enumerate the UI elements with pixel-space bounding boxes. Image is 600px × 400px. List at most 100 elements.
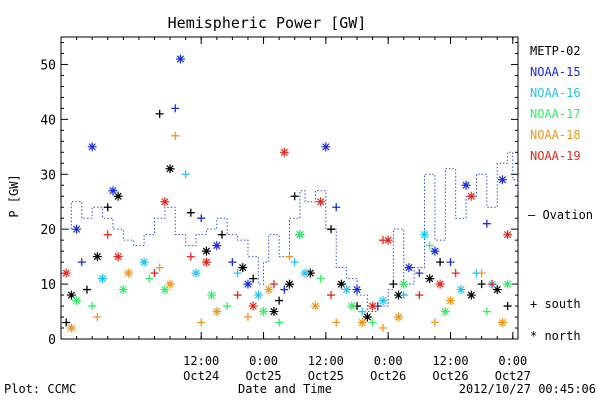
footer-timestamp: 2012/10/27 00:45:06 [459,382,596,396]
data-point-north [300,268,310,278]
data-point-north [160,197,170,207]
data-point-north [420,230,430,240]
data-point-south [82,285,91,294]
data-point-south [415,269,424,278]
data-point-south [62,318,71,327]
data-point-north [248,301,258,311]
data-point-south [150,269,159,278]
data-point-south [103,203,112,212]
data-point-north [92,252,102,262]
x-tick-date: Oct25 [245,369,281,383]
data-point-south [243,313,252,322]
data-point-north [503,230,513,240]
data-point-north [305,268,315,278]
data-point-north [492,285,502,295]
data-point-south [327,291,336,300]
data-point-north [98,274,108,284]
data-point-north [201,246,211,256]
data-points [61,54,513,333]
data-point-south [332,318,341,327]
data-point-south [316,274,325,283]
y-tick-label: 0 [48,333,56,348]
data-point-south [327,225,336,234]
data-point-south [249,274,258,283]
y-tick-label: 20 [40,223,56,238]
legend-entry: NOAA-17 [530,107,581,121]
x-tick-label: 12:00 [183,354,219,368]
data-point-north [264,285,274,295]
data-point-north [399,279,409,289]
data-point-north [72,224,82,234]
symbol-legend-entry: + south [530,297,581,311]
data-point-south [285,252,294,261]
data-point-north [394,290,404,300]
data-point-north [383,235,393,245]
data-point-north [503,279,513,289]
data-point-north [352,285,362,295]
data-point-south [217,230,226,239]
data-point-south [425,241,434,250]
data-point-north [347,301,357,311]
y-axis-label: P [GW] [7,174,21,217]
data-point-south [477,269,486,278]
data-point-north [445,296,455,306]
data-point-north [61,268,71,278]
plot-area [60,36,519,340]
data-point-south [430,318,439,327]
x-tick-date: Oct26 [370,369,406,383]
x-tick-date: Oct25 [308,369,344,383]
data-point-north [212,241,222,251]
footer-plot-credit: Plot: CCMC [4,382,76,396]
data-point-south [155,263,164,272]
x-axis-label: Date and Time [238,382,332,396]
legend-entry: NOAA-15 [530,65,581,79]
data-point-north [259,307,269,317]
data-point-north [108,186,118,196]
data-point-north [66,290,76,300]
data-point-south [269,280,278,289]
chart-title: Hemispheric Power [GW] [168,14,367,32]
data-point-north [357,318,367,328]
data-point-south [477,280,486,289]
data-point-north [466,290,476,300]
data-point-north [461,180,471,190]
data-point-north [191,268,201,278]
data-point-north [238,263,248,273]
x-tick-label: 0:00 [498,354,527,368]
legend-entry: NOAA-19 [530,149,581,163]
data-point-north [456,285,466,295]
model-legend-label: — Ovation Prime HPI [528,208,600,222]
data-point-south [103,230,112,239]
data-point-north [66,323,76,333]
legend-entry: NOAA-18 [530,128,581,142]
data-point-north [430,246,440,256]
y-axis: 0 10 20 30 40 50 [40,41,518,348]
data-point-south [503,302,512,311]
data-point-south [233,291,242,300]
data-point-north [201,257,211,267]
data-point-south [233,269,242,278]
data-point-south [389,280,398,289]
data-point-north [72,296,82,306]
data-point-south [93,313,102,322]
data-point-south [415,291,424,300]
data-point-north [207,290,217,300]
data-point-north [160,285,170,295]
data-point-south [186,208,195,217]
data-point-south [358,307,367,316]
x-tick-label: 12:00 [308,354,344,368]
data-point-south [290,192,299,201]
data-point-north [87,142,97,152]
data-point-south [181,170,190,179]
data-point-north [321,142,331,152]
data-point-north [295,230,305,240]
data-point-south [446,258,455,267]
data-point-south [482,219,491,228]
data-point-north [497,175,507,185]
data-point-south [88,302,97,311]
legend-entry: METP-02 [530,44,581,58]
x-axis: 12:00Oct240:00Oct2512:00Oct250:00Oct2612… [76,37,531,383]
data-point-north [497,318,507,328]
data-point-south [488,280,497,289]
